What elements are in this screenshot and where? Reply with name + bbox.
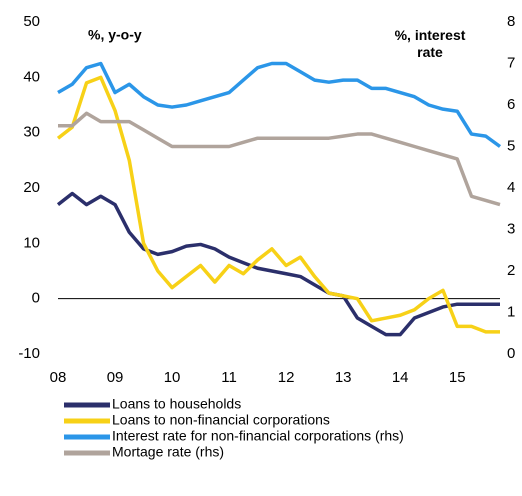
x-tick-label: 09: [107, 369, 124, 386]
y-tick-label: 20: [23, 179, 40, 196]
series-line: [58, 111, 501, 207]
y-tick-label: 40: [23, 68, 40, 85]
legend-label: Interest rate for non-financial corporat…: [112, 428, 404, 444]
y-tick-label: -10: [18, 345, 40, 362]
x-tick-label: 11: [221, 369, 237, 386]
y-tick-label: 30: [23, 124, 40, 141]
y-tick-label: 10: [23, 234, 40, 251]
y2-tick-label: 5: [507, 137, 515, 154]
series-line: [56, 191, 500, 337]
x-tick-label: 12: [278, 369, 295, 386]
x-tick-label: 10: [164, 369, 181, 386]
legend-label: Loans to non-financial corporations: [112, 412, 330, 428]
y2-tick-label: 8: [507, 13, 515, 30]
y2-tick-label: 7: [507, 54, 515, 71]
x-tick-label: 14: [392, 369, 409, 386]
x-tick-label: 15: [449, 369, 466, 386]
y2-axis-title: %, interest rate: [395, 27, 466, 60]
series-line: [57, 61, 502, 148]
y2-tick-label: 2: [507, 262, 515, 279]
x-tick-label: 08: [50, 369, 67, 386]
x-tick-label: 13: [335, 369, 352, 386]
series-line: [56, 75, 500, 334]
y-tick-label: 50: [23, 13, 40, 30]
y2-tick-label: 3: [507, 220, 515, 237]
y2-tick-label: 0: [507, 345, 515, 362]
y-tick-label: 0: [32, 290, 40, 307]
y2-tick-label: 6: [507, 96, 515, 113]
legend-label: Mortage rate (rhs): [112, 444, 224, 460]
y2-tick-label: 1: [507, 303, 515, 320]
y-axis-title: %, y-o-y: [88, 27, 142, 43]
y2-tick-label: 4: [507, 179, 515, 196]
legend-label: Loans to households: [112, 396, 241, 412]
